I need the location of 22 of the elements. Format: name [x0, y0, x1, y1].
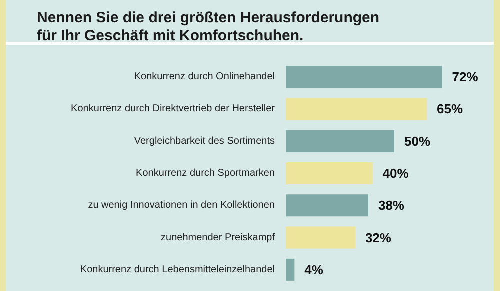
bar: [286, 98, 428, 120]
bar: [286, 130, 395, 152]
bar: [286, 162, 373, 184]
y-tick-label: Vergleichbarkeit des Sortiments: [134, 136, 275, 147]
bar: [286, 66, 442, 88]
data-label: 38%: [378, 198, 405, 214]
y-tick-label: zu wenig Innovationen in den Kollektionen: [88, 200, 275, 212]
y-tick-label: zunehmender Preiskampf: [161, 232, 276, 244]
data-label: 40%: [382, 166, 410, 181]
y-tick-label: Konkurrenz durch Direktvertrieb der Hersteller: [71, 104, 276, 115]
y-tick-label: Konkurrenz durch Onlinehandel: [134, 72, 275, 83]
data-label: 50%: [404, 134, 431, 149]
data-label: 72%: [452, 70, 479, 85]
data-label: 4%: [304, 262, 324, 278]
chart-title: Nennen Sie die drei größten Herausforderungen für Ihr Geschäft mit Komfortschuhen.: [37, 10, 380, 44]
bar: [286, 258, 295, 281]
data-label: 32%: [365, 230, 392, 246]
bar: [286, 194, 368, 217]
data-label: 65%: [437, 102, 464, 117]
y-tick-label: Konkurrenz durch Lebensmitteleinzelhandel: [80, 264, 275, 276]
bar: [286, 226, 356, 249]
y-tick-label: Konkurrenz durch Sportmarken: [136, 168, 275, 179]
